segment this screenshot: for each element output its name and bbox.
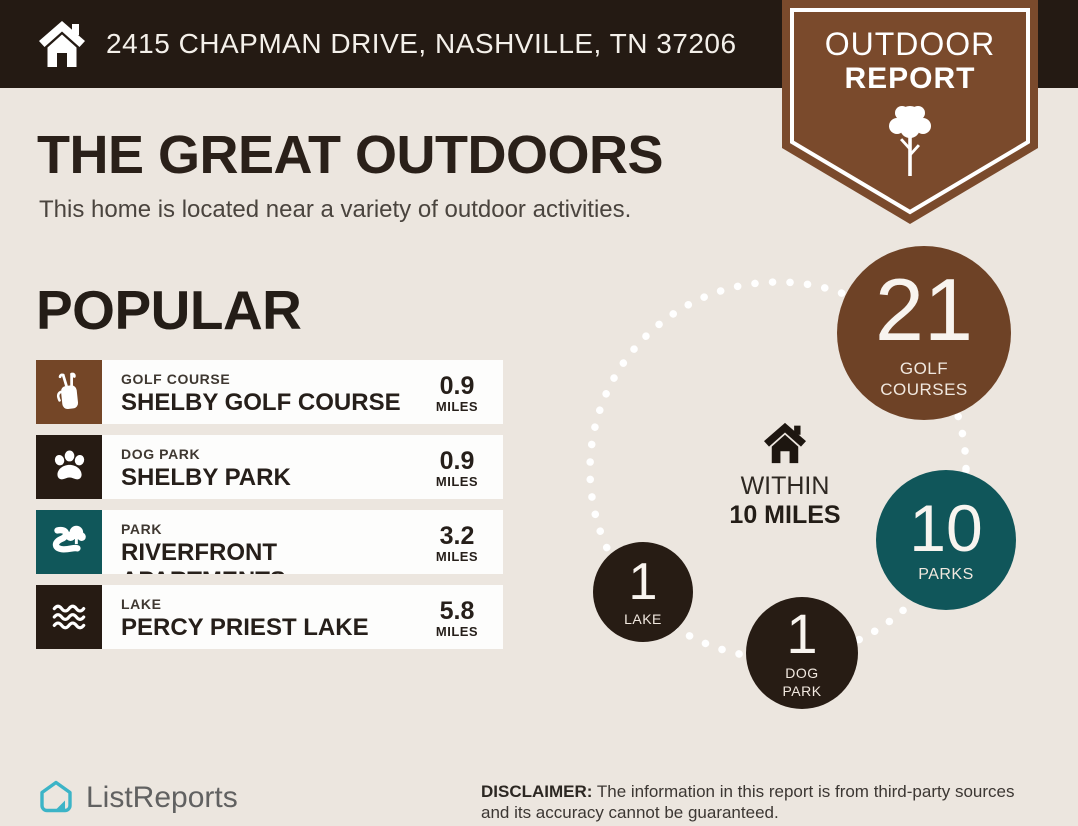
badge-title-line1: OUTDOOR	[824, 26, 996, 62]
poi-row-body: LAKE PERCY PRIEST LAKE 5.8 MILES	[102, 585, 503, 649]
poi-row-dog-park: DOG PARK SHELBY PARK 0.9 MILES	[36, 435, 503, 499]
poi-category: PARK	[121, 521, 163, 537]
property-address: 2415 CHAPMAN DRIVE, NASHVILLE, TN 37206	[106, 28, 737, 59]
poi-distance: 0.9 MILES	[435, 371, 479, 414]
listreports-logo: ListReports	[36, 778, 238, 818]
popular-list: GOLF COURSE SHELBY GOLF COURSE 0.9 MILES	[36, 360, 503, 660]
paw-icon	[36, 435, 102, 499]
poi-distance: 5.8 MILES	[435, 596, 479, 639]
poi-row-lake: LAKE PERCY PRIEST LAKE 5.8 MILES	[36, 585, 503, 649]
radius-label: 10 MILES	[729, 501, 841, 529]
bubble-golf-courses: 21 GOLF COURSES	[837, 246, 1011, 420]
poi-row-body: PARK RIVERFRONT APARTMENTS 3.2 MILES	[102, 510, 503, 574]
poi-category: DOG PARK	[121, 446, 201, 462]
diagram-center-label: WITHIN 10 MILES	[700, 422, 870, 530]
popular-heading: POPULAR	[36, 279, 302, 341]
park-icon	[36, 510, 102, 574]
poi-row-body: GOLF COURSE SHELBY GOLF COURSE 0.9 MILES	[102, 360, 503, 424]
tree-icon	[886, 104, 934, 180]
poi-distance: 0.9 MILES	[435, 446, 479, 489]
outdoor-report-badge: OUTDOOR REPORT	[782, 0, 1038, 230]
disclaimer: DISCLAIMER: The information in this repo…	[481, 781, 1026, 823]
waves-icon	[36, 585, 102, 649]
disclaimer-text: The information in this report is from t…	[481, 782, 1015, 822]
poi-row-park: PARK RIVERFRONT APARTMENTS 3.2 MILES	[36, 510, 503, 574]
badge-title-line2: REPORT	[844, 62, 976, 95]
home-icon	[36, 19, 88, 69]
poi-category: GOLF COURSE	[121, 371, 231, 387]
poi-name: RIVERFRONT APARTMENTS	[121, 539, 286, 574]
page-title: THE GREAT OUTDOORS	[37, 125, 664, 185]
poi-category: LAKE	[121, 596, 162, 612]
poi-name: SHELBY PARK	[121, 464, 291, 491]
poi-distance: 3.2 MILES	[435, 521, 479, 564]
bubble-parks: 10 PARKS	[876, 470, 1016, 610]
bubble-lake: 1 LAKE	[593, 542, 693, 642]
brand-name: ListReports	[86, 781, 238, 814]
disclaimer-label: DISCLAIMER:	[481, 782, 593, 801]
within-label: WITHIN	[740, 472, 830, 500]
golf-bag-icon	[36, 360, 102, 424]
poi-name: SHELBY GOLF COURSE	[121, 389, 401, 416]
home-icon	[761, 422, 809, 464]
listreports-house-icon	[36, 778, 76, 818]
radius-dotted-circle	[586, 278, 970, 662]
poi-row-golf-course: GOLF COURSE SHELBY GOLF COURSE 0.9 MILES	[36, 360, 503, 424]
poi-name: PERCY PRIEST LAKE	[121, 614, 369, 641]
poi-row-body: DOG PARK SHELBY PARK 0.9 MILES	[102, 435, 503, 499]
page-subtitle: This home is located near a variety of o…	[39, 196, 632, 223]
bubble-dog-park: 1 DOG PARK	[746, 597, 858, 709]
